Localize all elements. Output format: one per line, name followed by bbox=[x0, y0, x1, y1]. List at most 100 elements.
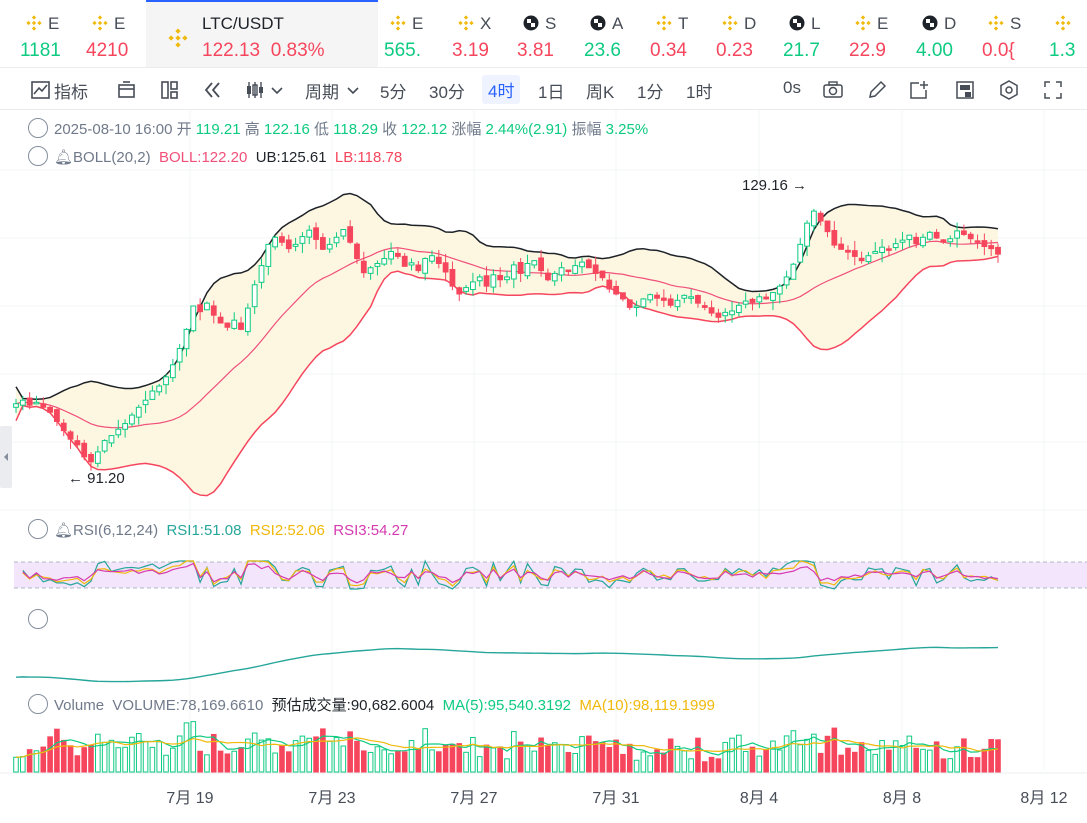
indicators-button[interactable]: 指标 bbox=[54, 83, 88, 102]
interval-1m[interactable]: 1分 bbox=[637, 83, 664, 102]
pencil-icon[interactable] bbox=[866, 79, 888, 101]
candle-up bbox=[149, 390, 156, 400]
ticker-price: 122.13 0.83% bbox=[202, 40, 325, 61]
rsi2: RSI2:52.06 bbox=[249, 522, 325, 539]
ticker-symbol: T bbox=[678, 14, 689, 33]
interval-4h[interactable]: 4时 bbox=[482, 75, 521, 104]
interval-1h[interactable]: 1时 bbox=[686, 83, 713, 102]
ticker-tab[interactable]: E 4210 bbox=[86, 0, 138, 67]
candle-up bbox=[204, 302, 210, 311]
candle-down bbox=[354, 243, 360, 260]
candle-up bbox=[340, 229, 347, 237]
ticker-tab[interactable]: 1.3 bbox=[1049, 0, 1087, 67]
rewind-icon[interactable] bbox=[202, 79, 224, 101]
candle-up bbox=[176, 348, 183, 363]
ticker-tab[interactable]: E 1181 bbox=[20, 0, 80, 67]
volume-bar-down bbox=[285, 751, 292, 773]
volume-bar-up bbox=[170, 747, 176, 773]
volume-bar-down bbox=[347, 731, 353, 773]
volume-bar-down bbox=[613, 739, 619, 773]
drawing-panel-icon[interactable] bbox=[116, 79, 138, 101]
volume-bar-up bbox=[954, 746, 960, 773]
bell-icon[interactable]: 🔔︎ bbox=[54, 149, 74, 166]
interval-1d[interactable]: 1日 bbox=[538, 83, 565, 102]
ticker-tab[interactable]: A 23.6 bbox=[584, 0, 646, 67]
candle-up bbox=[326, 243, 333, 250]
candle-down bbox=[313, 227, 319, 240]
period-button[interactable]: 周期 bbox=[305, 83, 339, 102]
candle-down bbox=[497, 274, 504, 281]
template-icon[interactable] bbox=[954, 79, 976, 101]
interval-30m[interactable]: 30分 bbox=[429, 83, 465, 102]
seconds-display[interactable]: 0s bbox=[783, 78, 801, 97]
candle-up bbox=[265, 243, 272, 267]
chevron-down-icon[interactable] bbox=[346, 79, 360, 101]
rsi-line-3 bbox=[22, 562, 999, 584]
volume-bar-up bbox=[804, 738, 810, 773]
rsi-info: 🔔︎RSI(6,12,24) RSI1:51.08 RSI2:52.06 RSI… bbox=[28, 519, 408, 539]
ticker-tab[interactable]: X 3.19 bbox=[452, 0, 514, 67]
x-axis-label: 7月 27 bbox=[450, 790, 497, 807]
ticker-tab[interactable]: S 0.0{ bbox=[982, 0, 1044, 67]
candle-type-icon[interactable] bbox=[244, 79, 266, 101]
interval-5m[interactable]: 5分 bbox=[380, 83, 407, 102]
ticker-bar: E 1181 E 4210 LTC/USDT 122.13 0.83% E 565. X 3.19… bbox=[0, 0, 1087, 68]
volume-bar-up bbox=[892, 740, 899, 773]
ticker-tab-active[interactable]: LTC/USDT 122.13 0.83% bbox=[146, 0, 378, 67]
ticker-price: 22.9 bbox=[849, 40, 886, 61]
candle-up bbox=[633, 305, 640, 308]
candle-up bbox=[381, 258, 388, 265]
scroll-left-icon bbox=[4, 453, 8, 461]
volume-bar-up bbox=[135, 733, 142, 773]
add-indicator-icon[interactable] bbox=[908, 79, 930, 101]
chevron-down-icon[interactable] bbox=[270, 79, 284, 101]
collapse-icon[interactable] bbox=[28, 694, 48, 714]
candle-up bbox=[190, 305, 197, 332]
candle-up bbox=[135, 406, 142, 418]
volume-bar-down bbox=[845, 747, 851, 773]
ticker-symbol: D bbox=[944, 14, 957, 33]
candlestick-chart[interactable]: 129.16 → ← 91.20 7月 19 7月 23 7月 27 7月 31 8月 4 8… bbox=[0, 110, 1087, 823]
layout-icon[interactable] bbox=[159, 79, 181, 101]
collapse-icon[interactable] bbox=[28, 118, 48, 138]
x-axis-label: 7月 23 bbox=[308, 790, 355, 807]
boll-ub: UB:125.61 bbox=[255, 149, 327, 166]
volume-bar-up bbox=[722, 741, 729, 773]
ticker-tab[interactable]: D 0.23 bbox=[716, 0, 778, 67]
fullscreen-icon[interactable] bbox=[1042, 79, 1064, 101]
ticker-tab[interactable]: L 21.7 bbox=[783, 0, 845, 67]
collapse-icon[interactable] bbox=[28, 146, 48, 166]
volume-bar-up bbox=[429, 749, 435, 773]
ticker-symbol: X bbox=[480, 14, 492, 33]
ticker-tab[interactable]: E 565. bbox=[384, 0, 446, 67]
volume-bar-down bbox=[565, 751, 572, 773]
ticker-tab[interactable]: D 4.00 bbox=[916, 0, 978, 67]
candle-up bbox=[476, 276, 483, 282]
camera-icon[interactable] bbox=[822, 79, 844, 101]
volume-bar-up bbox=[531, 750, 538, 773]
volume-bar-up bbox=[742, 750, 749, 773]
ticker-tab[interactable]: T 0.34 bbox=[650, 0, 712, 67]
volume-bar-up bbox=[572, 752, 578, 773]
volume-info: Volume VOLUME:78,169.6610 预估成交量:90,682.6… bbox=[28, 694, 715, 715]
expand-icon[interactable] bbox=[28, 609, 48, 629]
volume-bar-up bbox=[163, 754, 169, 773]
candle-down bbox=[961, 230, 967, 235]
interval-1w[interactable]: 周K bbox=[586, 83, 615, 102]
volume-bar-up bbox=[95, 733, 101, 773]
candle-up bbox=[572, 265, 579, 274]
bell-icon[interactable]: 🔔︎ bbox=[54, 522, 74, 539]
settings-icon[interactable] bbox=[998, 79, 1020, 101]
boll-info: 🔔︎BOLL(20,2) BOLL:122.20 UB:125.61 LB:11… bbox=[28, 146, 402, 166]
volume-bar-up bbox=[251, 732, 258, 773]
candle-down bbox=[749, 298, 756, 303]
rsi-name: RSI(6,12,24) bbox=[73, 522, 159, 539]
volume-bar-up bbox=[906, 735, 913, 773]
volume-bar-up bbox=[190, 721, 197, 773]
collapse-icon[interactable] bbox=[28, 519, 48, 539]
open-label: 开 bbox=[176, 121, 192, 138]
ticker-tab[interactable]: E 22.9 bbox=[849, 0, 911, 67]
indicator-icon[interactable] bbox=[30, 79, 52, 101]
ticker-tab[interactable]: S 3.81 bbox=[517, 0, 579, 67]
volume-bar-down bbox=[995, 739, 1001, 773]
